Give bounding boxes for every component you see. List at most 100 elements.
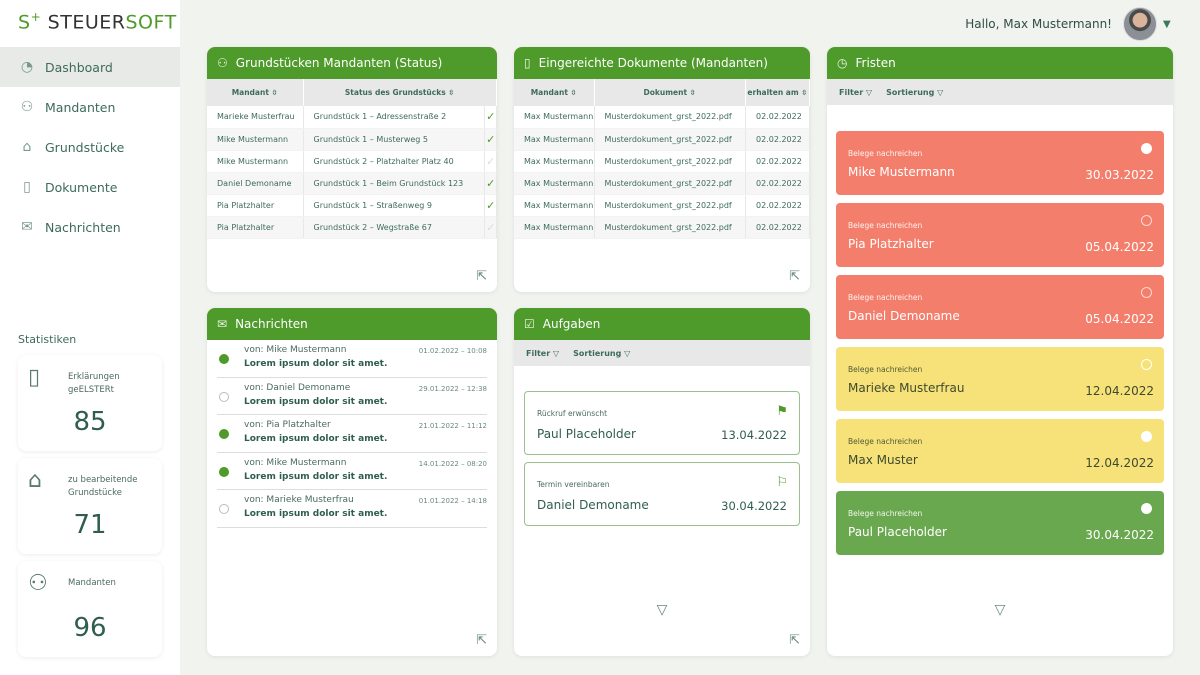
deadline-name: Mike Mustermann <box>848 165 955 179</box>
deadline-item[interactable]: Belege nachreichen Paul Placeholder 30.04.… <box>836 491 1164 555</box>
status-circle-icon[interactable] <box>1141 287 1152 298</box>
column-header-date[interactable]: erhalten am ⇳ <box>745 79 810 106</box>
sidebar-item-mandanten[interactable]: ⚇ Mandanten <box>0 87 180 127</box>
flag-icon[interactable]: ⚑ <box>776 404 788 419</box>
check-icon: ✓ <box>484 150 497 173</box>
card-header: ☑ Aufgaben <box>514 308 810 340</box>
sort-button[interactable]: Sortierung ▽ <box>886 87 944 97</box>
nachrichten-card: ✉ Nachrichten von: Mike Mustermann Lorem i… <box>207 308 497 656</box>
table-cell: Musterdokument_grst_2022.pdf <box>594 128 746 151</box>
deadline-item[interactable]: Belege nachreichen Max Muster 12.04.2022 <box>836 419 1164 483</box>
table-row[interactable]: Daniel Demoname Grundstück 1 – Beim Grund… <box>207 172 497 195</box>
unread-indicator <box>219 354 229 364</box>
table-row[interactable]: Max Mustermann Musterdokument_grst_2022.p… <box>514 106 810 129</box>
chevron-down-icon[interactable]: ▽ <box>656 602 668 618</box>
clock-icon: ◷ <box>837 56 848 70</box>
message-item[interactable]: von: Marieke Musterfrau Lorem ipsum dolor… <box>217 490 487 528</box>
sidebar-item-dokumente[interactable]: ▯ Dokumente <box>0 167 180 207</box>
sort-button[interactable]: Sortierung ▽ <box>573 348 631 358</box>
stat-card: ⚇ Mandanten 96 <box>18 561 162 657</box>
status-circle-icon[interactable] <box>1141 143 1152 154</box>
table-row[interactable]: Pia Platzhalter Grundstück 1 – Straßenweg… <box>207 194 497 217</box>
message-time: 01.02.2022 – 10:08 <box>418 347 487 355</box>
stat-label: Mandanten <box>68 578 116 588</box>
cell-status: Grundstück 2 – Wegstraße 67 <box>303 216 486 239</box>
status-circle-icon[interactable] <box>1141 359 1152 370</box>
deadline-item[interactable]: Belege nachreichen Mike Mustermann 30.03.2… <box>836 131 1164 195</box>
message-item[interactable]: von: Daniel Demoname Lorem ipsum dolor si… <box>217 378 487 415</box>
stats-title: Statistiken <box>18 333 77 346</box>
document-icon: ▯ <box>23 179 31 195</box>
status-circle-icon[interactable] <box>1141 503 1152 514</box>
column-header-mandant[interactable]: Mandant ⇳ <box>514 79 595 106</box>
message-item[interactable]: von: Mike Mustermann Lorem ipsum dolor si… <box>217 340 487 378</box>
deadline-name: Paul Placeholder <box>848 525 947 539</box>
table-cell: 02.02.2022 <box>745 172 810 195</box>
flag-icon[interactable]: ⚐ <box>776 475 788 490</box>
unread-indicator <box>219 466 229 477</box>
task-date: 30.04.2022 <box>721 499 787 513</box>
table-row[interactable]: Max Mustermann Musterdokument_grst_2022.p… <box>514 150 810 173</box>
check-icon: ✓ <box>484 128 497 151</box>
table-row[interactable]: Mike Mustermann Grundstück 1 – Musterweg … <box>207 128 497 151</box>
logo[interactable]: S+ STEUERSOFT <box>18 10 177 33</box>
deadline-item[interactable]: Belege nachreichen Marieke Musterfrau 12.0… <box>836 347 1164 411</box>
stat-value: 85 <box>73 407 107 437</box>
table-row[interactable]: Max Mustermann Musterdokument_grst_2022.p… <box>514 128 810 151</box>
task-date: 13.04.2022 <box>721 428 787 442</box>
message-text: Lorem ipsum dolor sit amet. <box>244 471 388 482</box>
task-name: Paul Placeholder <box>537 427 636 441</box>
task-item[interactable]: Rückruf erwünscht Paul Placeholder 13.04.2… <box>524 391 800 455</box>
sidebar-item-nachrichten[interactable]: ✉ Nachrichten <box>0 207 180 247</box>
table-cell: Max Mustermann <box>514 128 595 151</box>
external-link-icon[interactable]: ⇱ <box>476 269 487 284</box>
chevron-down-icon[interactable]: ▽ <box>994 602 1006 618</box>
external-link-icon[interactable]: ⇱ <box>789 269 800 284</box>
table-row[interactable]: Max Mustermann Musterdokument_grst_2022.p… <box>514 194 810 217</box>
filter-button[interactable]: Filter ▽ <box>839 87 873 97</box>
deadline-date: 30.03.2022 <box>1085 168 1154 182</box>
table-row[interactable]: Pia Platzhalter Grundstück 2 – Wegstraße … <box>207 216 497 239</box>
table-cell: Max Mustermann <box>514 194 595 217</box>
table-row[interactable]: Marieke Musterfrau Grundstück 1 – Adresse… <box>207 106 497 129</box>
users-icon: ⚇ <box>28 571 48 596</box>
chevron-down-icon[interactable]: ▼ <box>1163 19 1171 30</box>
table-row[interactable]: Mike Mustermann Grundstück 2 – Platzhalte… <box>207 150 497 173</box>
mail-icon: ✉ <box>217 317 228 331</box>
message-item[interactable]: von: Mike Mustermann Lorem ipsum dolor si… <box>217 453 487 490</box>
external-link-icon[interactable]: ⇱ <box>476 633 487 648</box>
deadline-item[interactable]: Belege nachreichen Pia Platzhalter 05.04.2… <box>836 203 1164 267</box>
column-header-status[interactable]: Status des Grundstücks ⇳ <box>303 79 497 106</box>
table-cell: Max Mustermann <box>514 216 595 239</box>
status-circle-icon[interactable] <box>1141 431 1152 442</box>
deadline-subject: Belege nachreichen <box>848 509 923 518</box>
grundstuecke-card: ⚇ Grundstücken Mandanten (Status) Mandant… <box>207 47 497 292</box>
stat-label: Erklärungen geELSTERt <box>68 372 120 395</box>
table-row[interactable]: Max Mustermann Musterdokument_grst_2022.p… <box>514 216 810 239</box>
table-cell: Musterdokument_grst_2022.pdf <box>594 194 746 217</box>
deadline-date: 05.04.2022 <box>1085 312 1154 326</box>
check-icon: ✓ <box>484 172 497 195</box>
task-item[interactable]: Termin vereinbaren Daniel Demoname 30.04.2… <box>524 462 800 526</box>
status-circle-icon[interactable] <box>1141 215 1152 226</box>
message-item[interactable]: von: Pia Platzhalter Lorem ipsum dolor si… <box>217 415 487 453</box>
deadline-subject: Belege nachreichen <box>848 221 923 230</box>
cell-mandant: Pia Platzhalter <box>207 216 304 239</box>
column-header-mandant[interactable]: Mandant ⇳ <box>207 79 304 106</box>
sidebar-item-dashboard[interactable]: ◔ Dashboard <box>0 47 180 87</box>
deadline-date: 30.04.2022 <box>1085 528 1154 542</box>
filter-button[interactable]: Filter ▽ <box>526 348 560 358</box>
message-sender: von: Mike Mustermann <box>244 457 347 468</box>
card-title: Nachrichten <box>235 317 308 331</box>
avatar[interactable] <box>1123 7 1157 41</box>
card-title: Grundstücken Mandanten (Status) <box>235 56 443 70</box>
sidebar-item-grundstücke[interactable]: ⌂ Grundstücke <box>0 127 180 167</box>
table-row[interactable]: Max Mustermann Musterdokument_grst_2022.p… <box>514 172 810 195</box>
column-header-dokument[interactable]: Dokument ⇳ <box>594 79 746 106</box>
deadline-name: Pia Platzhalter <box>848 237 934 251</box>
external-link-icon[interactable]: ⇱ <box>789 633 800 648</box>
table-cell: Max Mustermann <box>514 106 595 129</box>
deadline-item[interactable]: Belege nachreichen Daniel Demoname 05.04.2… <box>836 275 1164 339</box>
deadline-name: Daniel Demoname <box>848 309 960 323</box>
table-cell: 02.02.2022 <box>745 106 810 129</box>
